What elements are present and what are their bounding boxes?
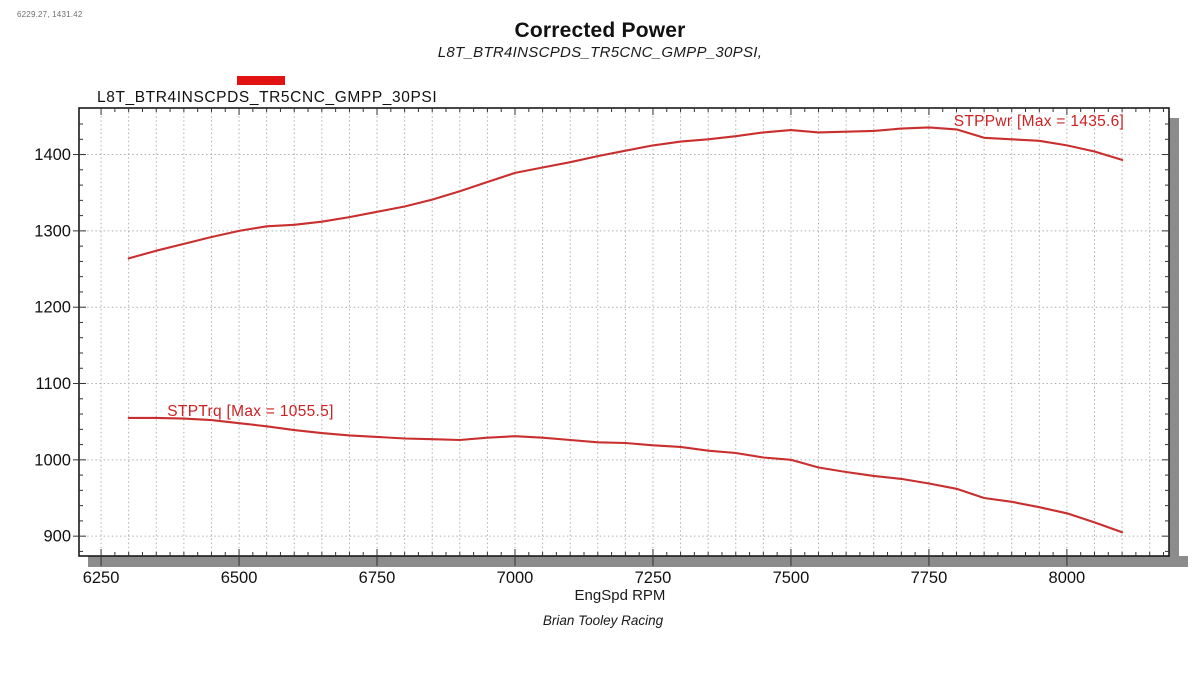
series-STPTrq-line bbox=[127, 416, 1124, 534]
chart-title: Corrected Power bbox=[514, 19, 686, 42]
y-tick-label: 1100 bbox=[36, 375, 71, 393]
series-STPPwr-line bbox=[127, 126, 1124, 260]
series-STPTrq-max-label: STPTrq [Max = 1055.5] bbox=[167, 403, 333, 420]
plot-frame bbox=[78, 107, 1170, 557]
y-tick-label: 1300 bbox=[34, 222, 71, 240]
x-tick-label: 6750 bbox=[359, 569, 396, 587]
x-tick-label: 7750 bbox=[911, 569, 948, 587]
plot-shadow bbox=[88, 118, 1188, 567]
y-tick-label: 1200 bbox=[34, 299, 71, 317]
x-tick-label: 7250 bbox=[635, 569, 672, 587]
gridlines bbox=[79, 108, 1169, 556]
y-tick-label: 1400 bbox=[34, 146, 71, 164]
footer-brand: Brian Tooley Racing bbox=[542, 613, 664, 628]
y-tick-label: 1000 bbox=[34, 451, 71, 469]
cursor-position-readout: 6229.27, 1431.42 bbox=[17, 10, 83, 19]
y-tick-label: 900 bbox=[43, 528, 71, 546]
legend-line-swatch bbox=[237, 76, 285, 85]
legend-label: L8T_BTR4INSCPDS_TR5CNC_GMPP_30PSI bbox=[97, 89, 438, 106]
x-tick-labels: 6250 6500 6750 7000 7250 7500 7750 8000 bbox=[83, 569, 1086, 587]
x-tick-label: 7000 bbox=[497, 569, 534, 587]
x-axis-label: EngSpd RPM bbox=[574, 587, 666, 604]
axis-ticks bbox=[73, 108, 1169, 566]
x-tick-label: 8000 bbox=[1049, 569, 1086, 587]
series-STPPwr-max-label: STPPwr [Max = 1435.6] bbox=[954, 113, 1124, 130]
x-tick-label: 7500 bbox=[773, 569, 810, 587]
plot-background bbox=[79, 108, 1169, 556]
x-tick-label: 6250 bbox=[83, 569, 120, 587]
chart-subtitle: L8T_BTR4INSCPDS_TR5CNC_GMPP_30PSI, bbox=[437, 44, 763, 61]
x-tick-label: 6500 bbox=[221, 569, 258, 587]
y-tick-labels: 900 1000 1100 1200 1300 1400 bbox=[34, 146, 71, 546]
